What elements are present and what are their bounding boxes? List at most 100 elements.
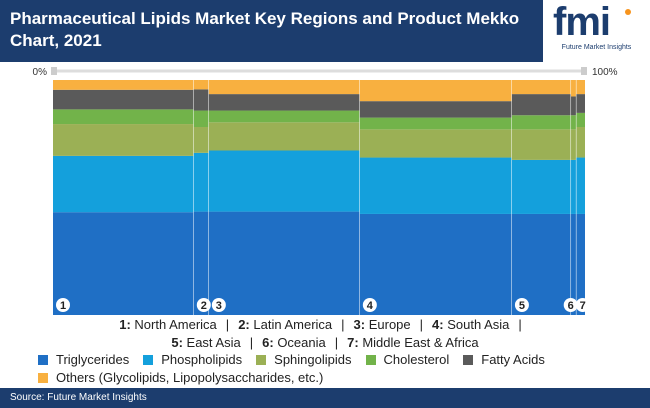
category-badge: [575, 298, 590, 312]
mekko-segment: [53, 212, 194, 315]
mekko-segment: [576, 112, 585, 127]
mekko-segment: [511, 115, 572, 130]
category-badge-label: 4: [367, 300, 374, 312]
legend-label: Others (Glycolipids, Lipopolysaccharides…: [56, 370, 324, 385]
legend-swatch: [463, 355, 474, 365]
category-legend-item: 6: Oceania: [262, 335, 326, 350]
mekko-segment: [208, 80, 360, 95]
category-badge: [56, 298, 70, 312]
legend-label: Phospholipids: [161, 352, 243, 367]
category-legend-row-1: 1: North America | 2: Latin America | 3: Eur…: [0, 316, 650, 334]
legend-label: Sphingolipids: [274, 352, 352, 367]
axis-start-marker: [51, 67, 57, 75]
mekko-segment: [193, 152, 209, 212]
legend-swatch: [38, 373, 48, 383]
mekko-segment: [53, 89, 194, 110]
mekko-segment: [571, 96, 577, 116]
category-badge: [514, 298, 529, 312]
category-legend-item: 4: South Asia: [432, 317, 510, 332]
category-badge-label: 1: [60, 300, 66, 312]
mekko-segment: [571, 129, 577, 160]
legend-swatch: [38, 355, 48, 365]
category-badge-label: 6: [568, 300, 574, 312]
mekko-segment: [208, 150, 360, 212]
mekko-segment: [511, 80, 572, 95]
mekko-segment: [193, 211, 209, 315]
series-legend: Triglycerides Phospholipids Sphingolipids C…: [38, 351, 638, 387]
legend-separator: |: [249, 335, 254, 350]
series-legend-item: Fatty Acids: [463, 351, 545, 369]
logo-wordmark: fmi: [553, 0, 611, 44]
axis-right-label: 100%: [592, 67, 618, 78]
legend-separator: |: [341, 317, 345, 332]
mekko-segment: [359, 157, 512, 214]
category-legend-item: 2: Latin America: [238, 317, 333, 332]
axis-end-marker: [581, 67, 587, 75]
mekko-segment: [571, 159, 577, 214]
mekko-segment: [193, 110, 209, 127]
category-badge: [196, 298, 211, 312]
legend-swatch: [143, 355, 154, 365]
category-legend-item: 7: Middle East & Africa: [347, 335, 479, 350]
category-legend-row-2: 5: East Asia | 6: Oceania | 7: Middle East &…: [0, 334, 650, 352]
footer-bar: Source: Future Market Insights: [0, 388, 650, 408]
legend-separator: |: [518, 317, 522, 332]
mekko-segment: [359, 101, 512, 118]
category-legend-item: 5: East Asia: [171, 335, 241, 350]
header-bar: Pharmaceutical Lipids Market Key Regions…: [0, 0, 650, 62]
source-note: Source: Future Market Insights: [10, 392, 147, 403]
mekko-segment: [359, 117, 512, 130]
mekko-segment: [576, 94, 585, 113]
mekko-segment: [571, 115, 577, 130]
mekko-segment: [53, 109, 194, 125]
logo-dot-icon: [625, 9, 631, 15]
series-legend-item: Cholesterol: [365, 351, 450, 369]
series-legend-item: Sphingolipids: [256, 351, 352, 369]
mekko-segment: [208, 122, 360, 151]
legend-swatch: [256, 355, 267, 365]
mekko-segment: [576, 213, 585, 315]
category-badge-label: 7: [580, 300, 586, 312]
mekko-segment: [571, 80, 577, 97]
category-badge: [563, 298, 578, 312]
mekko-segment: [208, 110, 360, 123]
mekko-segment: [53, 124, 194, 156]
mekko-segment: [193, 80, 209, 90]
legend-separator: |: [334, 335, 339, 350]
legend-label: Cholesterol: [383, 352, 450, 367]
mekko-segment: [571, 213, 577, 315]
legend-label: Fatty Acids: [481, 352, 545, 367]
mekko-segment: [193, 127, 209, 153]
legend-label: Triglycerides: [56, 352, 130, 367]
series-legend-item: Phospholipids: [143, 351, 242, 369]
legend-separator: |: [225, 317, 230, 332]
mekko-segment: [576, 127, 585, 158]
category-badge-label: 2: [201, 300, 207, 312]
series-legend-item: Triglycerides: [38, 351, 129, 369]
category-badge-label: 3: [216, 300, 222, 312]
category-badge: [362, 298, 377, 312]
mekko-segment: [208, 211, 360, 315]
category-badge-label: 5: [519, 300, 525, 312]
mekko-segment: [53, 80, 194, 90]
mekko-segment: [53, 155, 194, 213]
mekko-chart: 0% 100%1 2 3 4 5 6 7: [33, 67, 618, 315]
logo-tagline: Future Market Insights: [561, 44, 632, 51]
category-legend: 1: North America | 2: Latin America | 3: Eur…: [0, 316, 650, 352]
mekko-segment: [511, 159, 572, 214]
mekko-segment: [511, 129, 572, 160]
legend-swatch: [365, 355, 376, 365]
mekko-segment: [359, 129, 512, 158]
series-legend-item: Others (Glycolipids, Lipopolysaccharides…: [38, 369, 323, 387]
mekko-segment: [193, 89, 209, 111]
axis-left-label: 0%: [33, 67, 48, 78]
mekko-segment: [576, 157, 585, 214]
mekko-segment: [359, 80, 512, 102]
legend-separator: |: [419, 317, 424, 332]
chart-title: Pharmaceutical Lipids Market Key Regions…: [10, 9, 520, 50]
mekko-segment: [359, 213, 512, 315]
category-badge: [211, 298, 226, 312]
mekko-segment: [511, 94, 572, 116]
fmi-logo: fmi Future Market Insights: [543, 0, 650, 62]
category-legend-item: 3: Europe: [353, 317, 411, 332]
